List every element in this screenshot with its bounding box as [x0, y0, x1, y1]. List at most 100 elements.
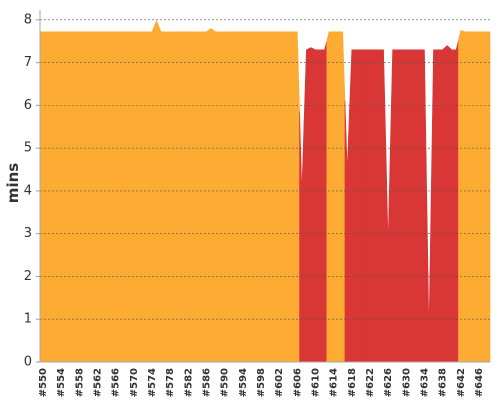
area-segment	[194, 31, 200, 363]
x-tick-label: #626	[383, 368, 394, 397]
area-segment	[285, 31, 291, 363]
area-segment	[267, 31, 273, 363]
area-segment	[290, 31, 296, 363]
area-segment	[326, 31, 332, 363]
area-segment	[49, 31, 55, 363]
area-segment	[163, 31, 169, 363]
area-segment	[76, 31, 82, 363]
area-segment	[63, 31, 69, 363]
area-segment	[135, 31, 141, 363]
area-segment	[399, 49, 405, 363]
area-segment	[94, 31, 101, 363]
area-segment	[358, 49, 364, 363]
area-segment	[380, 49, 387, 363]
area-segment	[430, 49, 437, 363]
y-tick-label: 8	[24, 12, 32, 27]
area-segment	[303, 48, 309, 363]
area-segment	[353, 49, 359, 363]
area-segment	[471, 31, 477, 363]
area-segment	[403, 49, 409, 363]
area-segment	[335, 31, 341, 363]
area-segment	[167, 31, 173, 363]
x-tick-label: #574	[147, 368, 158, 397]
area-segment	[435, 49, 441, 363]
area-segment	[126, 31, 132, 363]
area-segment	[276, 31, 282, 363]
area-segment	[172, 31, 178, 363]
area-segment	[153, 19, 160, 363]
area-segment	[253, 31, 259, 363]
area-segment	[485, 31, 491, 363]
area-segment	[408, 49, 414, 363]
x-tick-label: #582	[183, 368, 194, 397]
area-segment	[58, 31, 64, 363]
y-tick-label: 7	[24, 55, 32, 70]
area-segment	[85, 31, 91, 363]
area-segment	[371, 49, 378, 363]
y-tick-label: 6	[24, 98, 32, 113]
x-tick-label: #642	[456, 368, 467, 397]
x-tick-label: #618	[347, 368, 358, 397]
area-segment	[362, 49, 368, 363]
area-segment	[421, 49, 427, 363]
area-segment	[44, 31, 51, 363]
area-segment	[190, 31, 196, 363]
x-tick-label: #586	[201, 368, 212, 397]
y-tick-label: 2	[24, 269, 32, 284]
x-tick-label: #566	[111, 368, 122, 397]
area-segment	[390, 49, 396, 363]
x-tick-label: #578	[165, 368, 176, 397]
area-segment	[158, 26, 164, 363]
area-segment	[149, 26, 155, 363]
x-tick-label: #614	[329, 368, 340, 397]
area-segment	[449, 46, 455, 363]
area-segment	[81, 31, 87, 363]
area-segment	[258, 31, 264, 363]
area-segment	[117, 31, 123, 363]
y-tick-label: 0	[24, 355, 32, 370]
area-segment	[321, 40, 328, 363]
x-tick-label: #590	[220, 368, 231, 397]
area-segment	[54, 31, 60, 363]
area-segment	[385, 146, 391, 363]
area-segment	[104, 31, 110, 363]
area-segment	[72, 31, 78, 363]
area-segment	[376, 49, 382, 363]
area-segment	[417, 49, 423, 363]
area-segment	[131, 31, 137, 363]
area-segment	[108, 31, 114, 363]
x-tick-label: #610	[310, 368, 321, 397]
area-segment	[249, 31, 255, 363]
area-segment	[181, 31, 187, 363]
x-tick-label: #558	[74, 368, 85, 397]
area-segment	[226, 31, 232, 363]
area-segment	[222, 31, 228, 363]
area-segment	[185, 31, 191, 363]
area-segment	[281, 31, 287, 363]
x-tick-label: #594	[238, 368, 249, 397]
area-segment	[262, 31, 269, 363]
area-segment	[176, 31, 182, 363]
area-segment	[199, 31, 205, 363]
x-tick-label: #638	[438, 368, 449, 397]
area-segment	[412, 49, 418, 363]
area-segment	[340, 31, 346, 363]
x-tick-label: #622	[365, 368, 376, 397]
area-segment	[212, 29, 219, 363]
x-tick-label: #646	[474, 368, 485, 397]
area-segment	[231, 31, 237, 363]
area-segment	[122, 31, 128, 363]
area-segment	[458, 30, 464, 363]
area-segment	[240, 31, 246, 363]
area-segment	[208, 28, 214, 363]
area-segment	[440, 46, 446, 363]
area-segment	[367, 49, 373, 363]
x-tick-label: #550	[38, 368, 49, 397]
area-segment	[140, 31, 146, 363]
area-segment	[244, 31, 250, 363]
area-segment	[476, 31, 482, 363]
x-tick-label: #562	[92, 368, 103, 397]
x-tick-label: #634	[419, 368, 430, 397]
x-tick-label: #598	[256, 368, 267, 397]
